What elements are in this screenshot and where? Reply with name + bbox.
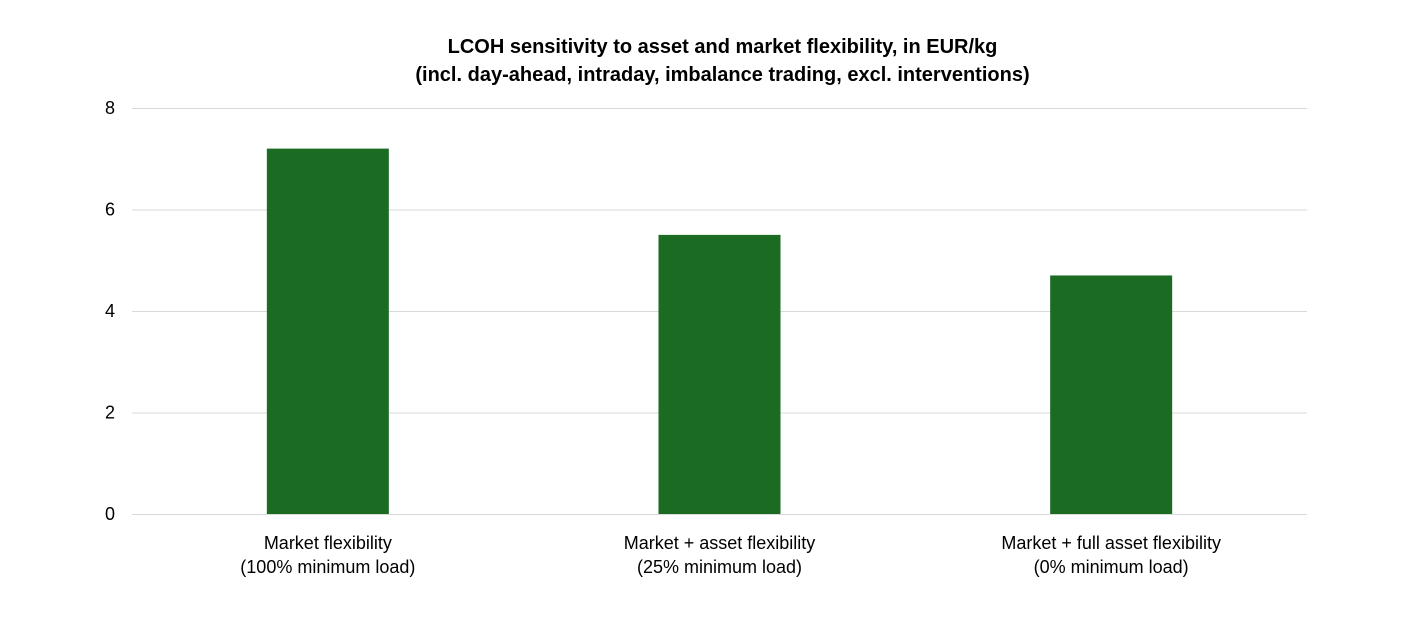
chart-subtitle: (incl. day-ahead, intraday, imbalance tr… bbox=[415, 64, 1030, 86]
bar bbox=[1050, 275, 1173, 514]
y-tick-label: 8 bbox=[105, 98, 115, 118]
bars bbox=[266, 148, 1173, 514]
y-tick-label: 0 bbox=[105, 504, 115, 524]
bar bbox=[266, 148, 389, 514]
bar bbox=[658, 234, 781, 514]
y-tick-label: 6 bbox=[105, 200, 115, 220]
y-tick-label: 4 bbox=[105, 301, 115, 321]
x-tick-label: Market flexibility (100% minimum load) bbox=[240, 533, 415, 577]
y-axis-ticks: 0 2 4 6 8 bbox=[105, 98, 115, 524]
chart-title: LCOH sensitivity to asset and market fle… bbox=[447, 36, 998, 58]
x-tick-label: Market + asset flexibility (25% minimum l… bbox=[624, 533, 816, 577]
y-tick-label: 2 bbox=[105, 403, 115, 423]
x-tick-label: Market + full asset flexibility (0% minim… bbox=[1001, 533, 1221, 577]
x-axis-ticks: Market flexibility (100% minimum load) Mar… bbox=[240, 533, 1221, 577]
